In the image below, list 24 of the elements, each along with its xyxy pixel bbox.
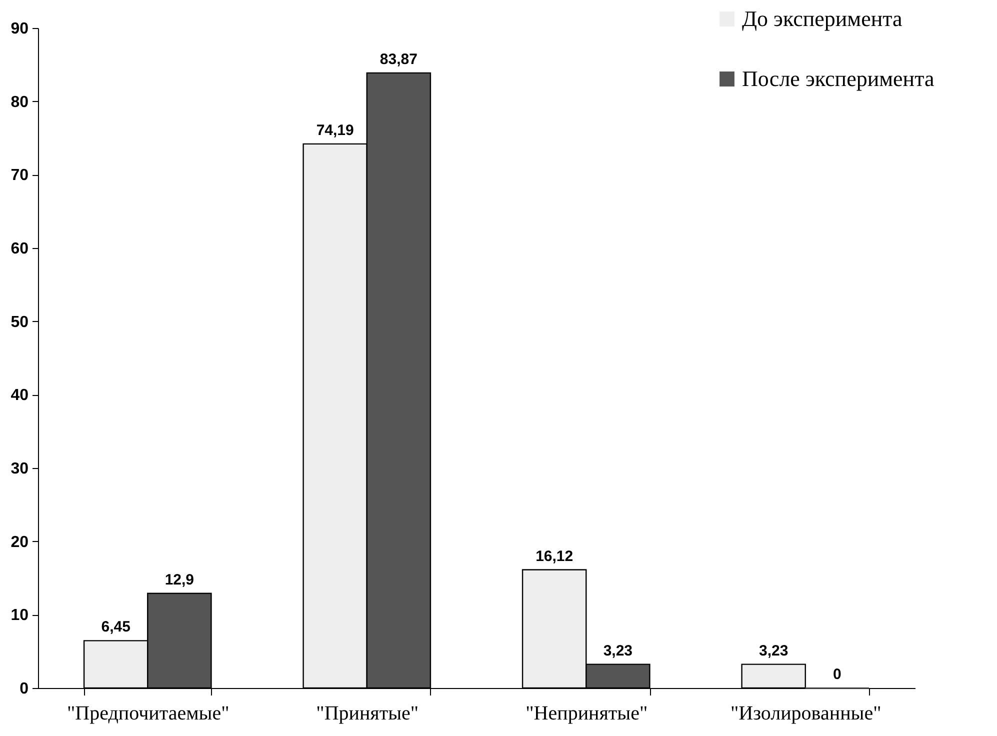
y-tick-label: 10 [10, 607, 29, 624]
legend-label: После эксперимента [742, 66, 934, 91]
y-tick-label: 30 [10, 460, 29, 478]
data-label: 3,23 [603, 642, 633, 660]
x-tick-label: "Принятые" [316, 702, 419, 724]
y-tick-label: 70 [10, 167, 29, 184]
y-tick-label: 20 [10, 534, 29, 551]
y-tick-label: 80 [10, 94, 29, 111]
x-tick-label: "Непринятые" [526, 702, 648, 724]
data-label: 12,9 [164, 571, 194, 588]
x-tick-label: "Предпочитаемые" [67, 702, 230, 724]
legend-label: До эксперимента [742, 6, 903, 31]
x-tick-label: "Изолированные" [730, 702, 882, 724]
data-label: 0 [832, 666, 842, 683]
data-label: 74,19 [316, 122, 354, 139]
y-tick-label: 40 [10, 387, 29, 404]
data-label: 16,12 [536, 548, 574, 565]
y-tick-label: 90 [10, 20, 29, 38]
y-tick-label: 50 [10, 314, 29, 331]
y-tick-label: 60 [10, 240, 29, 258]
data-label: 83,87 [380, 50, 418, 68]
y-tick-label: 0 [20, 680, 29, 698]
data-label: 6,45 [101, 618, 130, 636]
data-label: 3,23 [758, 642, 788, 660]
